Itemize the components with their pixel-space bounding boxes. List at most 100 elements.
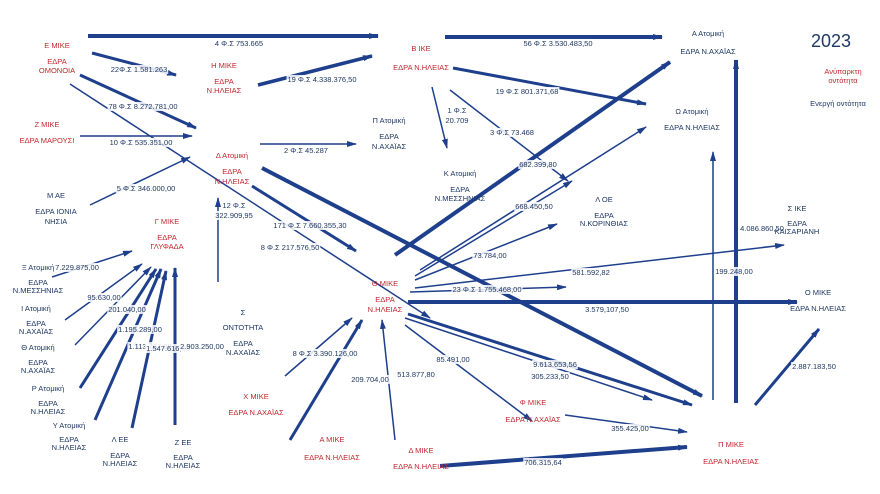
label-bg	[532, 359, 578, 369]
node-label: Ν.ΑΧΑΪΑΣ	[19, 327, 54, 336]
edge	[69, 83, 431, 319]
edge-label: 668.450,50	[515, 202, 553, 211]
label-bg	[446, 105, 468, 115]
edge	[564, 414, 688, 434]
node-label: Ε ΜΙΚΕ	[44, 41, 69, 50]
edge-label: 209.704,00	[351, 375, 389, 384]
edge-label: 305.233,50	[531, 372, 569, 381]
label-bg	[107, 304, 147, 314]
node-label: Θ ΜΙΚΕ	[372, 279, 398, 288]
node-label: Α ΜΙΚΕ	[319, 435, 344, 444]
edge-label: 355.425,00	[611, 424, 649, 433]
label-bg	[523, 457, 563, 467]
node-label: ΕΔΡΑ Ν.ΑΧΑΪΑΣ	[680, 47, 736, 56]
edge-label: 581.592,82	[572, 268, 610, 277]
node-label: Θ Ατομική	[21, 343, 54, 352]
node-label: ΕΔΡΑ	[28, 358, 47, 367]
node-label: Ν.ΗΛΕΙΑΣ	[215, 177, 250, 186]
edge	[79, 73, 197, 130]
edge-label: 1.547.616,00	[146, 344, 190, 353]
label-bg	[283, 145, 329, 155]
edge	[89, 156, 191, 206]
node-label: ΕΔΡΑ	[379, 132, 398, 141]
label-bg	[514, 201, 554, 211]
node-label: Κ Ατομική	[444, 169, 477, 178]
node-label: ΕΔΡΑ	[787, 219, 806, 228]
edge-label: 12 Φ.Σ	[222, 201, 245, 210]
node-label: Α Ατομική	[692, 29, 724, 38]
edge-label: 3 Φ.Σ 73.468	[490, 128, 534, 137]
node-label: Ν.ΜΕΣΣΗΝΙΑΣ	[13, 286, 64, 295]
label-bg	[179, 341, 225, 351]
edge-label: 10 Φ.Σ 535.351,00	[110, 138, 173, 147]
node-label: Ν.ΑΧΑΪΑΣ	[21, 366, 56, 375]
label-bg	[221, 200, 247, 210]
edge-label: 706.315,64	[524, 458, 562, 467]
label-bg	[739, 223, 785, 233]
edge-label: 19 Φ.Σ 801.371,68	[496, 87, 559, 96]
edge	[257, 54, 373, 87]
node-label: ΕΔΡΑ Ν.ΗΛΕΙΑΣ	[393, 63, 449, 72]
label-bg	[107, 101, 179, 111]
node-label: Ν.ΗΛΕΙΑΣ	[207, 86, 242, 95]
edge-label: 171 Φ.Σ 7.660.355,30	[273, 221, 346, 230]
label-bg	[791, 361, 837, 371]
node-label: ΕΔΡΑ	[26, 319, 45, 328]
label-bg	[213, 38, 265, 48]
node-label: Β ΙΚΕ	[411, 44, 430, 53]
node-label: ΕΔΡΑ Ν.ΗΛΕΙΑΣ	[703, 457, 759, 466]
edge-label: 4 Φ.Σ 753.665	[215, 39, 263, 48]
node-label: ΕΔΡΑ	[28, 278, 47, 287]
edge	[393, 60, 672, 257]
label-bg	[117, 324, 163, 334]
node-label: ΕΔΡΑ	[222, 167, 241, 176]
edge	[431, 86, 448, 149]
edge-label: 95.630,00	[87, 293, 120, 302]
label-bg	[108, 137, 174, 147]
label-bg	[109, 64, 169, 74]
label-bg	[272, 220, 348, 230]
edge-label: 7.229.875,00	[55, 263, 99, 272]
edge-label: 1.195.289,00	[118, 325, 162, 334]
node-label: Λ ΟΕ	[595, 195, 613, 204]
node-label: Λ ΕΕ	[112, 435, 129, 444]
node-label: ΕΔΡΑ	[59, 435, 78, 444]
edge-label: 8 Φ.Σ 217.576,50	[261, 243, 320, 252]
edge	[414, 243, 785, 289]
edge	[452, 66, 647, 106]
node-label: Π ΜΙΚΕ	[718, 440, 744, 449]
node-label: Ν.ΚΟΡΙΝΘΙΑΣ	[580, 219, 629, 228]
node-label: Ν.ΗΛΕΙΑΣ	[31, 407, 66, 416]
node-label: Ν.ΗΛΕΙΑΣ	[52, 443, 87, 452]
label-bg	[286, 74, 358, 84]
label-bg	[396, 369, 436, 379]
edge-label: 78 Φ.Σ 8.272.781,00	[108, 102, 177, 111]
edge	[439, 444, 688, 468]
node-label: Δ ΜΙΚΕ	[408, 446, 433, 455]
node-label: ΕΔΡΑ	[38, 399, 57, 408]
edge-label: 2.887.183,50	[792, 362, 836, 371]
legend-label: Ανύπαρκτη	[824, 67, 861, 76]
label-bg	[451, 284, 523, 294]
edge	[64, 263, 143, 321]
node-label: Ν.ΑΧΑΪΑΣ	[226, 348, 261, 357]
node-label: ΕΔΡΑ	[214, 77, 233, 86]
node-label: Γ ΜΙΚΕ	[155, 217, 180, 226]
label-bg	[86, 292, 122, 302]
edge-label: 5 Φ.Σ 346.000,00	[117, 184, 176, 193]
edge-label: 1 Φ.Σ	[448, 106, 467, 115]
edge-label: 8 Φ.Σ 3.390.126,00	[293, 349, 358, 358]
edge-label: 2.903.250,00	[180, 342, 224, 351]
node-label: Ρ Ατομική	[32, 384, 64, 393]
edge-label: 85.491,00	[436, 355, 469, 364]
node-label: Μ ΑΕ	[47, 191, 65, 200]
node-label: Ν.ΗΛΕΙΑΣ	[166, 461, 201, 470]
label-bg	[291, 348, 359, 358]
edge	[404, 324, 533, 422]
node-label: Ν.ΗΛΕΙΑΣ	[103, 459, 138, 468]
edge-label: 56 Φ.Σ 3.530.483,50	[523, 39, 592, 48]
node-label: ΕΔΡΑ	[375, 295, 394, 304]
label-bg	[494, 86, 560, 96]
